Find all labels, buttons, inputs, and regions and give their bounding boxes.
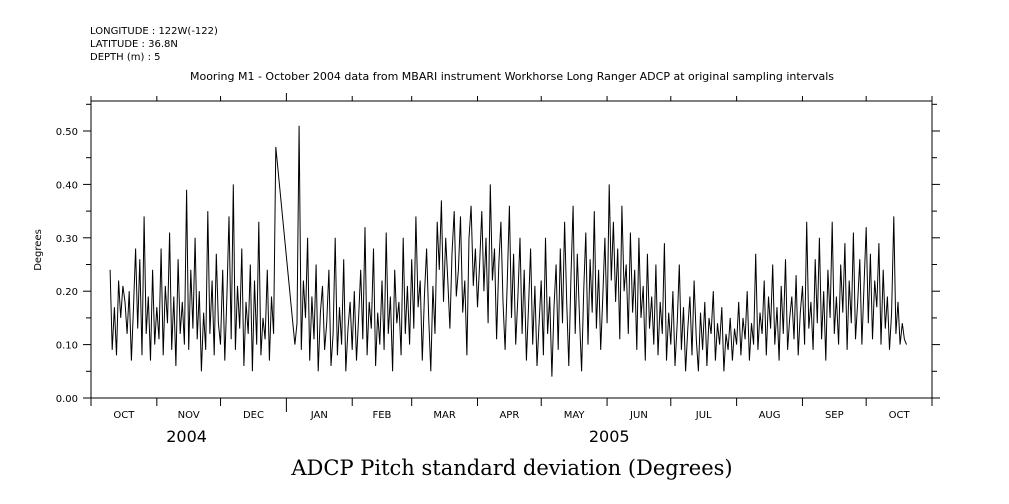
- y-tick-label: 0.40: [56, 180, 78, 191]
- x-tick-label: SEP: [825, 410, 844, 421]
- x-tick-label: MAR: [433, 410, 455, 421]
- x-tick-label: AUG: [759, 410, 781, 421]
- year-label: 2005: [589, 427, 630, 446]
- x-tick-label: JAN: [310, 410, 328, 421]
- y-tick-label: 0.30: [56, 234, 78, 245]
- latitude-label: LATITUDE : 36.8N: [90, 39, 178, 50]
- y-tick-label: 0.00: [56, 394, 78, 405]
- y-tick-label: 0.10: [56, 341, 78, 352]
- pitch-std-line: [109, 125, 907, 377]
- chart-title: Mooring M1 - October 2004 data from MBAR…: [190, 70, 834, 83]
- series: [109, 125, 907, 377]
- x-tick-label: NOV: [178, 410, 200, 421]
- plot-frame: [90, 100, 933, 399]
- x-tick-label: JUL: [695, 410, 712, 421]
- x-tick-label: OCT: [113, 410, 135, 421]
- y-tick-label: 0.20: [56, 287, 78, 298]
- x-tick-label: JUN: [629, 410, 648, 421]
- year-label: 2004: [166, 427, 207, 446]
- x-tick-label: MAY: [564, 410, 586, 421]
- y-axis-label: Degrees: [33, 229, 44, 271]
- x-tick-label: DEC: [243, 410, 264, 421]
- y-tick-label: 0.50: [56, 127, 78, 138]
- longitude-label: LONGITUDE : 122W(-122): [90, 26, 218, 37]
- depth-label: DEPTH (m) : 5: [90, 52, 161, 63]
- x-tick-label: APR: [499, 410, 519, 421]
- x-tick-label: OCT: [889, 410, 911, 421]
- x-axis-title: ADCP Pitch standard deviation (Degrees): [290, 456, 732, 480]
- axes: 0.00 0.10 0.20 0.30 0.40 0.50 OCT NOV DEC JAN FEB M…: [56, 93, 940, 446]
- x-tick-label: FEB: [372, 410, 391, 421]
